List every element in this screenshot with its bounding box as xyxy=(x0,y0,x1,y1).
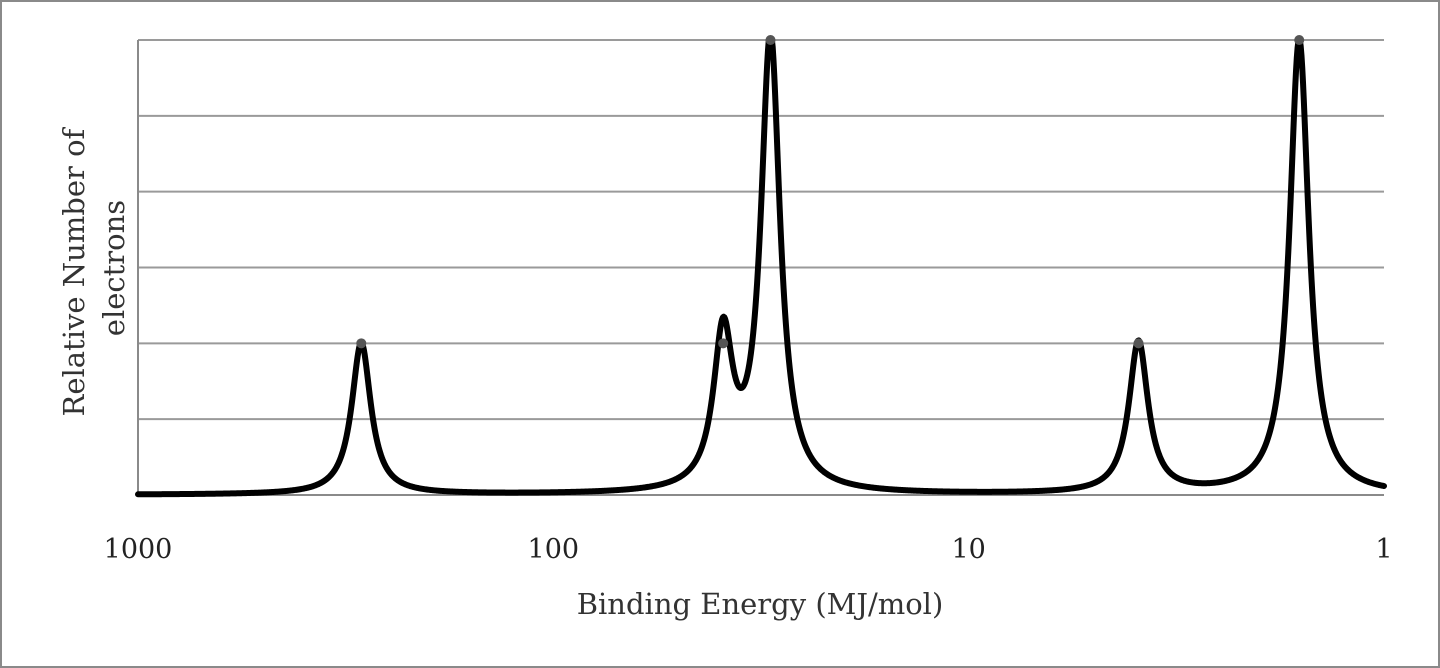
x-tick-label: 10 xyxy=(951,534,985,565)
peak-markers xyxy=(356,35,1305,349)
axes xyxy=(137,40,1384,496)
y-axis-title: Relative Number of electrons xyxy=(57,119,131,416)
x-axis-title: Binding Energy (MJ/mol) xyxy=(577,587,944,621)
x-tick-labels: 1000 100 10 1 xyxy=(104,534,1393,565)
series-layer xyxy=(135,37,1387,498)
peak-marker-3 xyxy=(765,35,776,45)
peak-marker-1 xyxy=(356,338,367,349)
x-tick-label: 100 xyxy=(528,534,580,565)
y-axis-title-line-1: Relative Number of xyxy=(57,126,91,416)
peak-marker-2 xyxy=(718,338,729,349)
x-tick-label: 1000 xyxy=(104,534,173,565)
peak-marker-4 xyxy=(1133,338,1144,349)
y-axis-title-line-2: electrons xyxy=(97,200,131,336)
x-tick-label: 1 xyxy=(1375,534,1392,565)
series-line xyxy=(135,37,1387,498)
peak-marker-5 xyxy=(1294,35,1305,45)
